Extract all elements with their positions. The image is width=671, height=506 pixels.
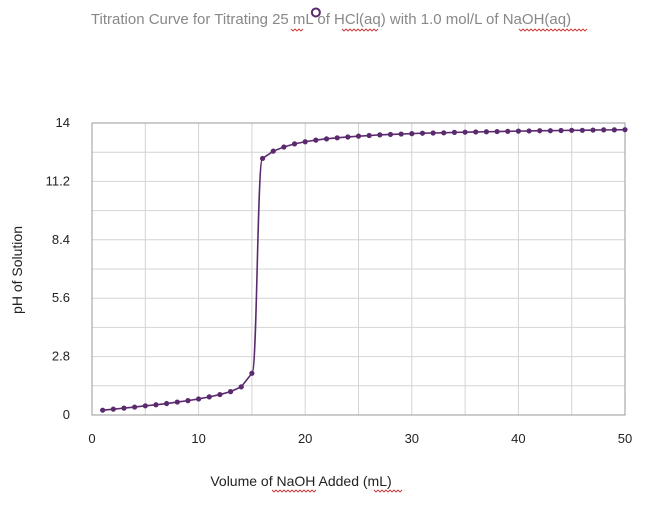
data-point: [100, 407, 106, 413]
x-tick-label: 50: [618, 431, 632, 446]
y-axis-label: pH of Solution: [9, 226, 25, 314]
data-point: [121, 405, 127, 411]
data-point: [526, 128, 532, 134]
data-point: [132, 404, 138, 410]
x-tick-label: 40: [511, 431, 525, 446]
data-point: [590, 127, 596, 133]
data-point: [345, 134, 351, 140]
plot-grid: [91, 122, 626, 416]
data-point: [164, 400, 170, 407]
data-point: [217, 391, 223, 398]
data-point: [601, 127, 607, 133]
series-layer: [100, 127, 628, 413]
data-point: [483, 129, 490, 135]
data-point: [473, 129, 479, 135]
data-point: [270, 148, 276, 154]
title-spellcheck-underlines: [290, 28, 588, 32]
data-point: [377, 132, 383, 138]
y-tick-label: 2.8: [52, 349, 70, 364]
data-point: [569, 127, 575, 133]
data-point: [430, 130, 436, 136]
data-point: [622, 127, 628, 133]
chart-title: Titration Curve for Titrating 25 mL of H…: [91, 11, 571, 28]
data-point: [441, 130, 447, 136]
data-point: [227, 389, 234, 395]
data-point: [196, 396, 202, 402]
data-point: [505, 128, 511, 134]
data-point: [398, 131, 404, 137]
data-point: [409, 131, 415, 137]
x-tick-label: 20: [298, 431, 312, 446]
data-point: [323, 136, 330, 142]
y-tick-label: 0: [63, 407, 70, 422]
hollow-circle-marker: [310, 7, 321, 18]
y-tick-labels: 0 2.8 5.6 8.4 11.2 14: [46, 115, 70, 422]
data-point: [355, 133, 362, 139]
data-point: [291, 141, 298, 147]
annotation-layer: [310, 7, 321, 18]
data-point: [259, 155, 266, 162]
data-point: [387, 131, 394, 138]
data-point: [249, 370, 255, 376]
data-point: [537, 128, 543, 134]
data-point: [419, 130, 426, 136]
data-point: [174, 399, 180, 405]
y-tick-label: 11.2: [46, 173, 70, 188]
xlabel-spellcheck-underlines: [271, 489, 403, 493]
data-point: [334, 135, 340, 141]
data-point: [611, 127, 617, 133]
data-point: [547, 128, 553, 134]
data-point: [558, 127, 564, 134]
data-point: [281, 144, 287, 150]
data-point: [142, 403, 148, 409]
data-point: [238, 384, 244, 390]
x-tick-label: 10: [191, 431, 205, 446]
plot-frame: [91, 122, 626, 416]
x-tick-labels: 0 10 20 30 40 50: [88, 431, 632, 446]
x-tick-label: 0: [88, 431, 95, 446]
data-point: [185, 398, 191, 404]
data-point: [579, 127, 585, 133]
data-point: [313, 137, 319, 143]
series-line: [102, 128, 626, 411]
x-tick-label: 30: [405, 431, 419, 446]
data-point: [494, 128, 500, 135]
data-point: [302, 139, 308, 145]
y-tick-label: 5.6: [52, 290, 70, 305]
data-point: [153, 402, 159, 408]
data-point: [110, 406, 116, 412]
data-point: [462, 129, 468, 135]
data-point: [206, 394, 212, 400]
y-tick-label: 8.4: [52, 232, 70, 247]
data-point: [515, 128, 522, 134]
x-axis-label: Volume of NaOH Added (mL): [210, 473, 391, 489]
y-tick-label: 14: [56, 115, 70, 130]
data-point: [366, 132, 372, 139]
data-point: [451, 129, 458, 135]
